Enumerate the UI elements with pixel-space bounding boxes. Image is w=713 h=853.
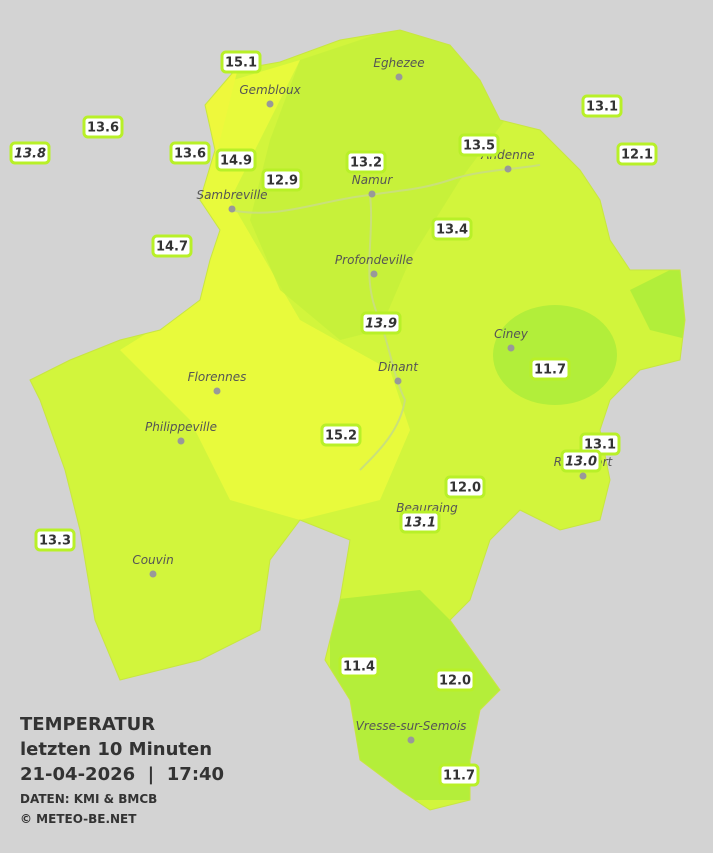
city-dot [213, 387, 221, 395]
city-label: Couvin [132, 553, 173, 567]
station-box [215, 148, 257, 172]
station-box [220, 50, 262, 74]
city-label: Gembloux [239, 83, 301, 97]
legend-datetime: 21-04-2026 | 17:40 [20, 764, 224, 785]
city-dot [368, 190, 376, 198]
station-value: 13.0 [565, 455, 597, 470]
city-label: Namur [352, 173, 394, 187]
station-box [616, 142, 658, 166]
station-value: 12.1 [621, 148, 653, 163]
station-box [444, 475, 486, 499]
city-dot [266, 100, 274, 108]
station-box [82, 115, 124, 139]
city-dot [407, 736, 415, 744]
station-box [151, 234, 193, 258]
station-box [261, 168, 303, 192]
city-label: Ciney [494, 327, 529, 341]
station-box [560, 449, 602, 473]
station-value: 13.8 [14, 147, 46, 162]
city-dot [394, 377, 402, 385]
station-box [169, 141, 211, 165]
station-value: 13.1 [584, 438, 616, 453]
legend-copyright: © METEO-BE.NET [20, 812, 137, 826]
station-value: 14.7 [156, 240, 188, 255]
city-dot [177, 437, 185, 445]
station-value: 13.2 [350, 156, 382, 171]
legend-period: letzten 10 Minuten [20, 739, 212, 760]
station-value: 15.1 [225, 56, 257, 71]
city-dot [228, 205, 236, 213]
legend-title: TEMPERATUR [20, 714, 155, 735]
station-value: 15.2 [325, 429, 357, 444]
city-label: Florennes [188, 370, 247, 384]
station-box [529, 357, 571, 381]
city-label: Eghezee [373, 56, 424, 70]
station-value: 13.6 [174, 147, 206, 162]
station-value: 11.7 [534, 363, 566, 378]
station-value: 13.3 [39, 534, 71, 549]
station-box [399, 510, 441, 534]
city-dot [370, 270, 378, 278]
city-dot [395, 73, 403, 81]
station-value: 13.6 [87, 121, 119, 136]
city-label: Sambreville [196, 188, 267, 202]
station-value: 13.9 [365, 317, 397, 332]
station-box [431, 217, 473, 241]
legend: TEMPERATUR letzten 10 Minuten 21-04-2026… [20, 714, 224, 826]
city-dot [149, 570, 157, 578]
station-value: 12.0 [449, 481, 481, 496]
city-label: Profondeville [335, 253, 413, 267]
station-value: 11.4 [343, 660, 375, 675]
station-value: 11.7 [443, 769, 475, 784]
legend-source: DATEN: KMI & BMCB [20, 792, 157, 806]
station-box [34, 528, 76, 552]
station-value: 12.0 [439, 674, 471, 689]
station-box [320, 423, 362, 447]
city-label: Dinant [378, 360, 419, 374]
city-dot [504, 165, 512, 173]
station-box [345, 150, 387, 174]
city-label: Philippeville [145, 420, 217, 434]
station-box [458, 133, 500, 157]
station-value: 13.4 [436, 223, 468, 238]
station-value: 13.5 [463, 139, 495, 154]
station-box [434, 668, 476, 692]
station-box [9, 141, 51, 165]
station-value: 13.1 [586, 100, 618, 115]
city-dot [507, 344, 515, 352]
city-dot [579, 472, 587, 480]
station-box [338, 654, 380, 678]
station-value: 13.1 [404, 516, 436, 531]
station-box [360, 311, 402, 335]
station-box [581, 94, 623, 118]
station-value: 14.9 [220, 154, 252, 169]
station-box [438, 763, 480, 787]
city-label: Vresse-sur-Semois [356, 719, 467, 733]
station-value: 12.9 [266, 174, 298, 189]
